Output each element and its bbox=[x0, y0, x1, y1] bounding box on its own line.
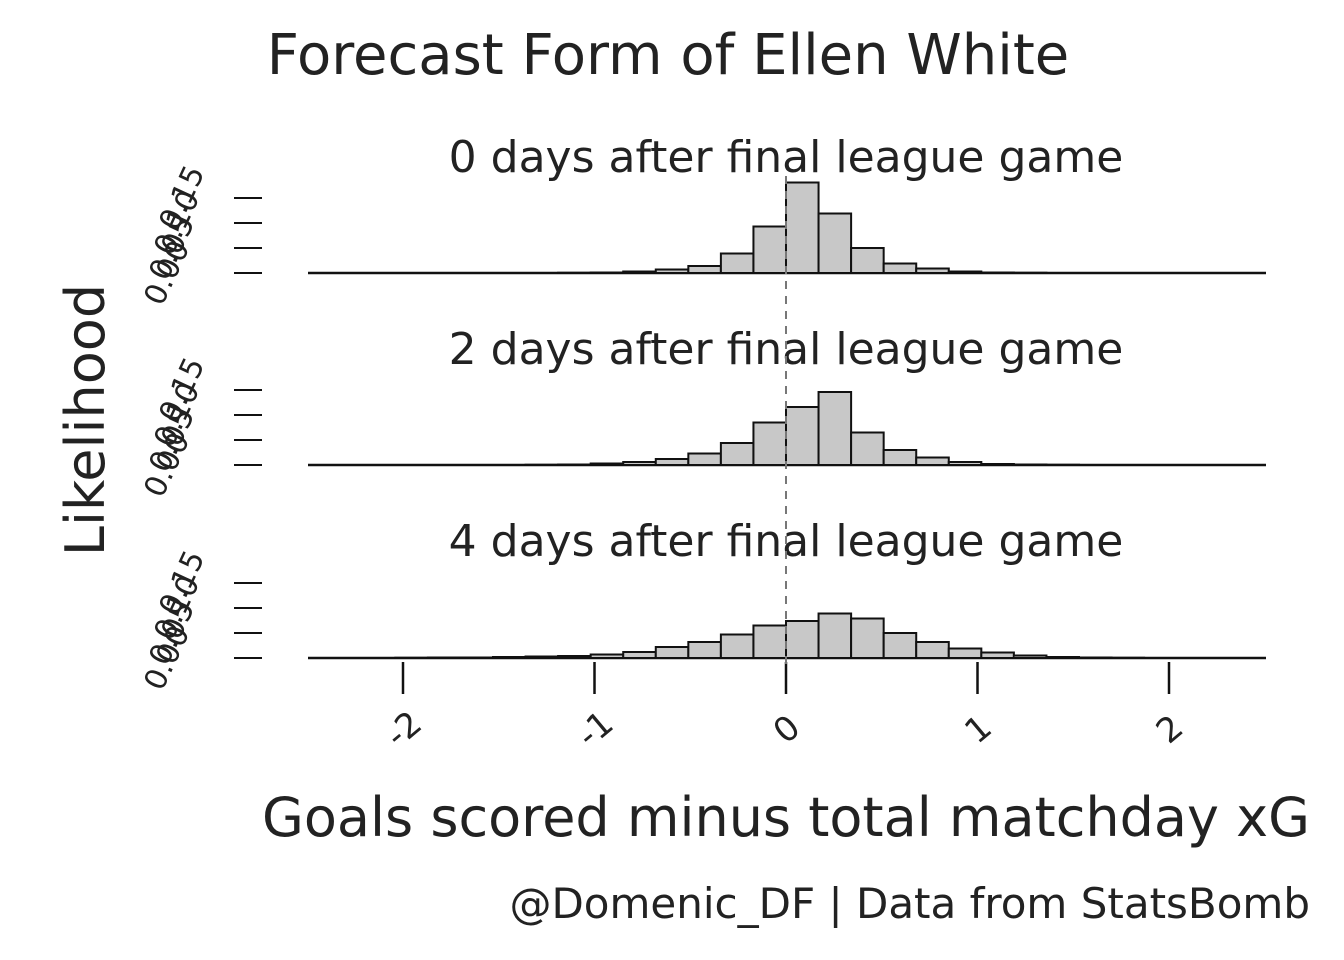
histogram-bar bbox=[1045, 656, 1080, 659]
x-axis-label: Goals scored minus total matchday xG bbox=[262, 786, 1310, 849]
x-tick-label: -1 bbox=[570, 703, 622, 755]
x-tick-label: 1 bbox=[957, 707, 999, 752]
histogram-bar bbox=[752, 421, 788, 466]
panel-title: 0 days after final league game bbox=[449, 132, 1124, 183]
histogram-bar bbox=[589, 462, 625, 466]
facet-panels: 0 days after final league game0.000.050.… bbox=[137, 132, 1266, 696]
histogram-bar bbox=[1012, 463, 1048, 466]
histogram-bar bbox=[687, 265, 722, 274]
y-tick-label: 0.15 bbox=[152, 352, 212, 427]
caption: @Domenic_DF | Data from StatsBomb bbox=[509, 879, 1310, 928]
histogram-bar bbox=[850, 617, 885, 659]
histogram-bar bbox=[947, 270, 983, 274]
histogram-bar bbox=[817, 612, 853, 659]
histogram-bar bbox=[687, 641, 722, 659]
histogram-bar bbox=[1012, 654, 1048, 659]
histogram-bar bbox=[882, 632, 918, 659]
histogram-bar bbox=[915, 641, 950, 659]
histogram-bar bbox=[719, 442, 755, 466]
histogram-bar bbox=[752, 624, 788, 659]
histogram-bar bbox=[654, 646, 690, 659]
histogram-bar bbox=[459, 656, 495, 659]
histogram-bar bbox=[980, 651, 1015, 659]
histogram-bar bbox=[557, 655, 592, 659]
x-tick-label: -2 bbox=[378, 703, 430, 755]
histogram-bar bbox=[622, 270, 657, 274]
histogram-bar bbox=[589, 271, 625, 274]
histogram-bar bbox=[817, 391, 853, 466]
histogram-bar bbox=[785, 406, 820, 466]
histogram-bar bbox=[654, 268, 690, 274]
histogram-bar bbox=[850, 431, 885, 466]
x-tick-label: 2 bbox=[1149, 707, 1191, 752]
histogram-bar bbox=[589, 653, 625, 659]
histogram-bar bbox=[524, 655, 560, 659]
histogram-bar bbox=[915, 456, 950, 466]
histogram-bar bbox=[785, 181, 820, 274]
histogram-bar bbox=[915, 267, 950, 274]
histogram-bar bbox=[557, 463, 592, 466]
histogram-bar bbox=[882, 262, 918, 274]
histogram-bar bbox=[492, 656, 527, 659]
facet-panel-0: 0 days after final league game0.000.050.… bbox=[137, 132, 1266, 311]
histogram-bar bbox=[850, 247, 885, 274]
y-tick-label: 0.15 bbox=[152, 160, 212, 235]
histogram-bar bbox=[622, 461, 657, 466]
x-tick-label: 0 bbox=[766, 707, 808, 752]
facet-panel-2: 4 days after final league game0.000.050.… bbox=[137, 516, 1266, 696]
histogram-bar bbox=[785, 620, 820, 659]
histogram-bar bbox=[947, 647, 983, 659]
y-tick-label: 0.15 bbox=[152, 545, 212, 620]
histogram-bar bbox=[687, 452, 722, 466]
histogram-bar bbox=[817, 212, 853, 274]
histogram-bar bbox=[752, 225, 788, 274]
histogram-bar bbox=[719, 633, 755, 659]
y-axis-label: Likelihood bbox=[54, 284, 117, 556]
histogram-bar bbox=[947, 461, 983, 466]
histogram-bar bbox=[426, 656, 462, 659]
histogram-bar bbox=[654, 458, 690, 466]
histogram-bar bbox=[980, 271, 1015, 274]
x-axis: -2 -1 0 1 2 bbox=[378, 662, 1191, 756]
histogram-bar bbox=[622, 651, 657, 659]
histogram-bar bbox=[719, 252, 755, 274]
histogram-bar bbox=[1077, 656, 1113, 659]
chart-title: Forecast Form of Ellen White bbox=[267, 23, 1069, 88]
histogram-bar bbox=[882, 449, 918, 466]
histogram-bar bbox=[980, 463, 1015, 466]
facet-panel-1: 2 days after final league game0.000.050.… bbox=[137, 324, 1266, 503]
